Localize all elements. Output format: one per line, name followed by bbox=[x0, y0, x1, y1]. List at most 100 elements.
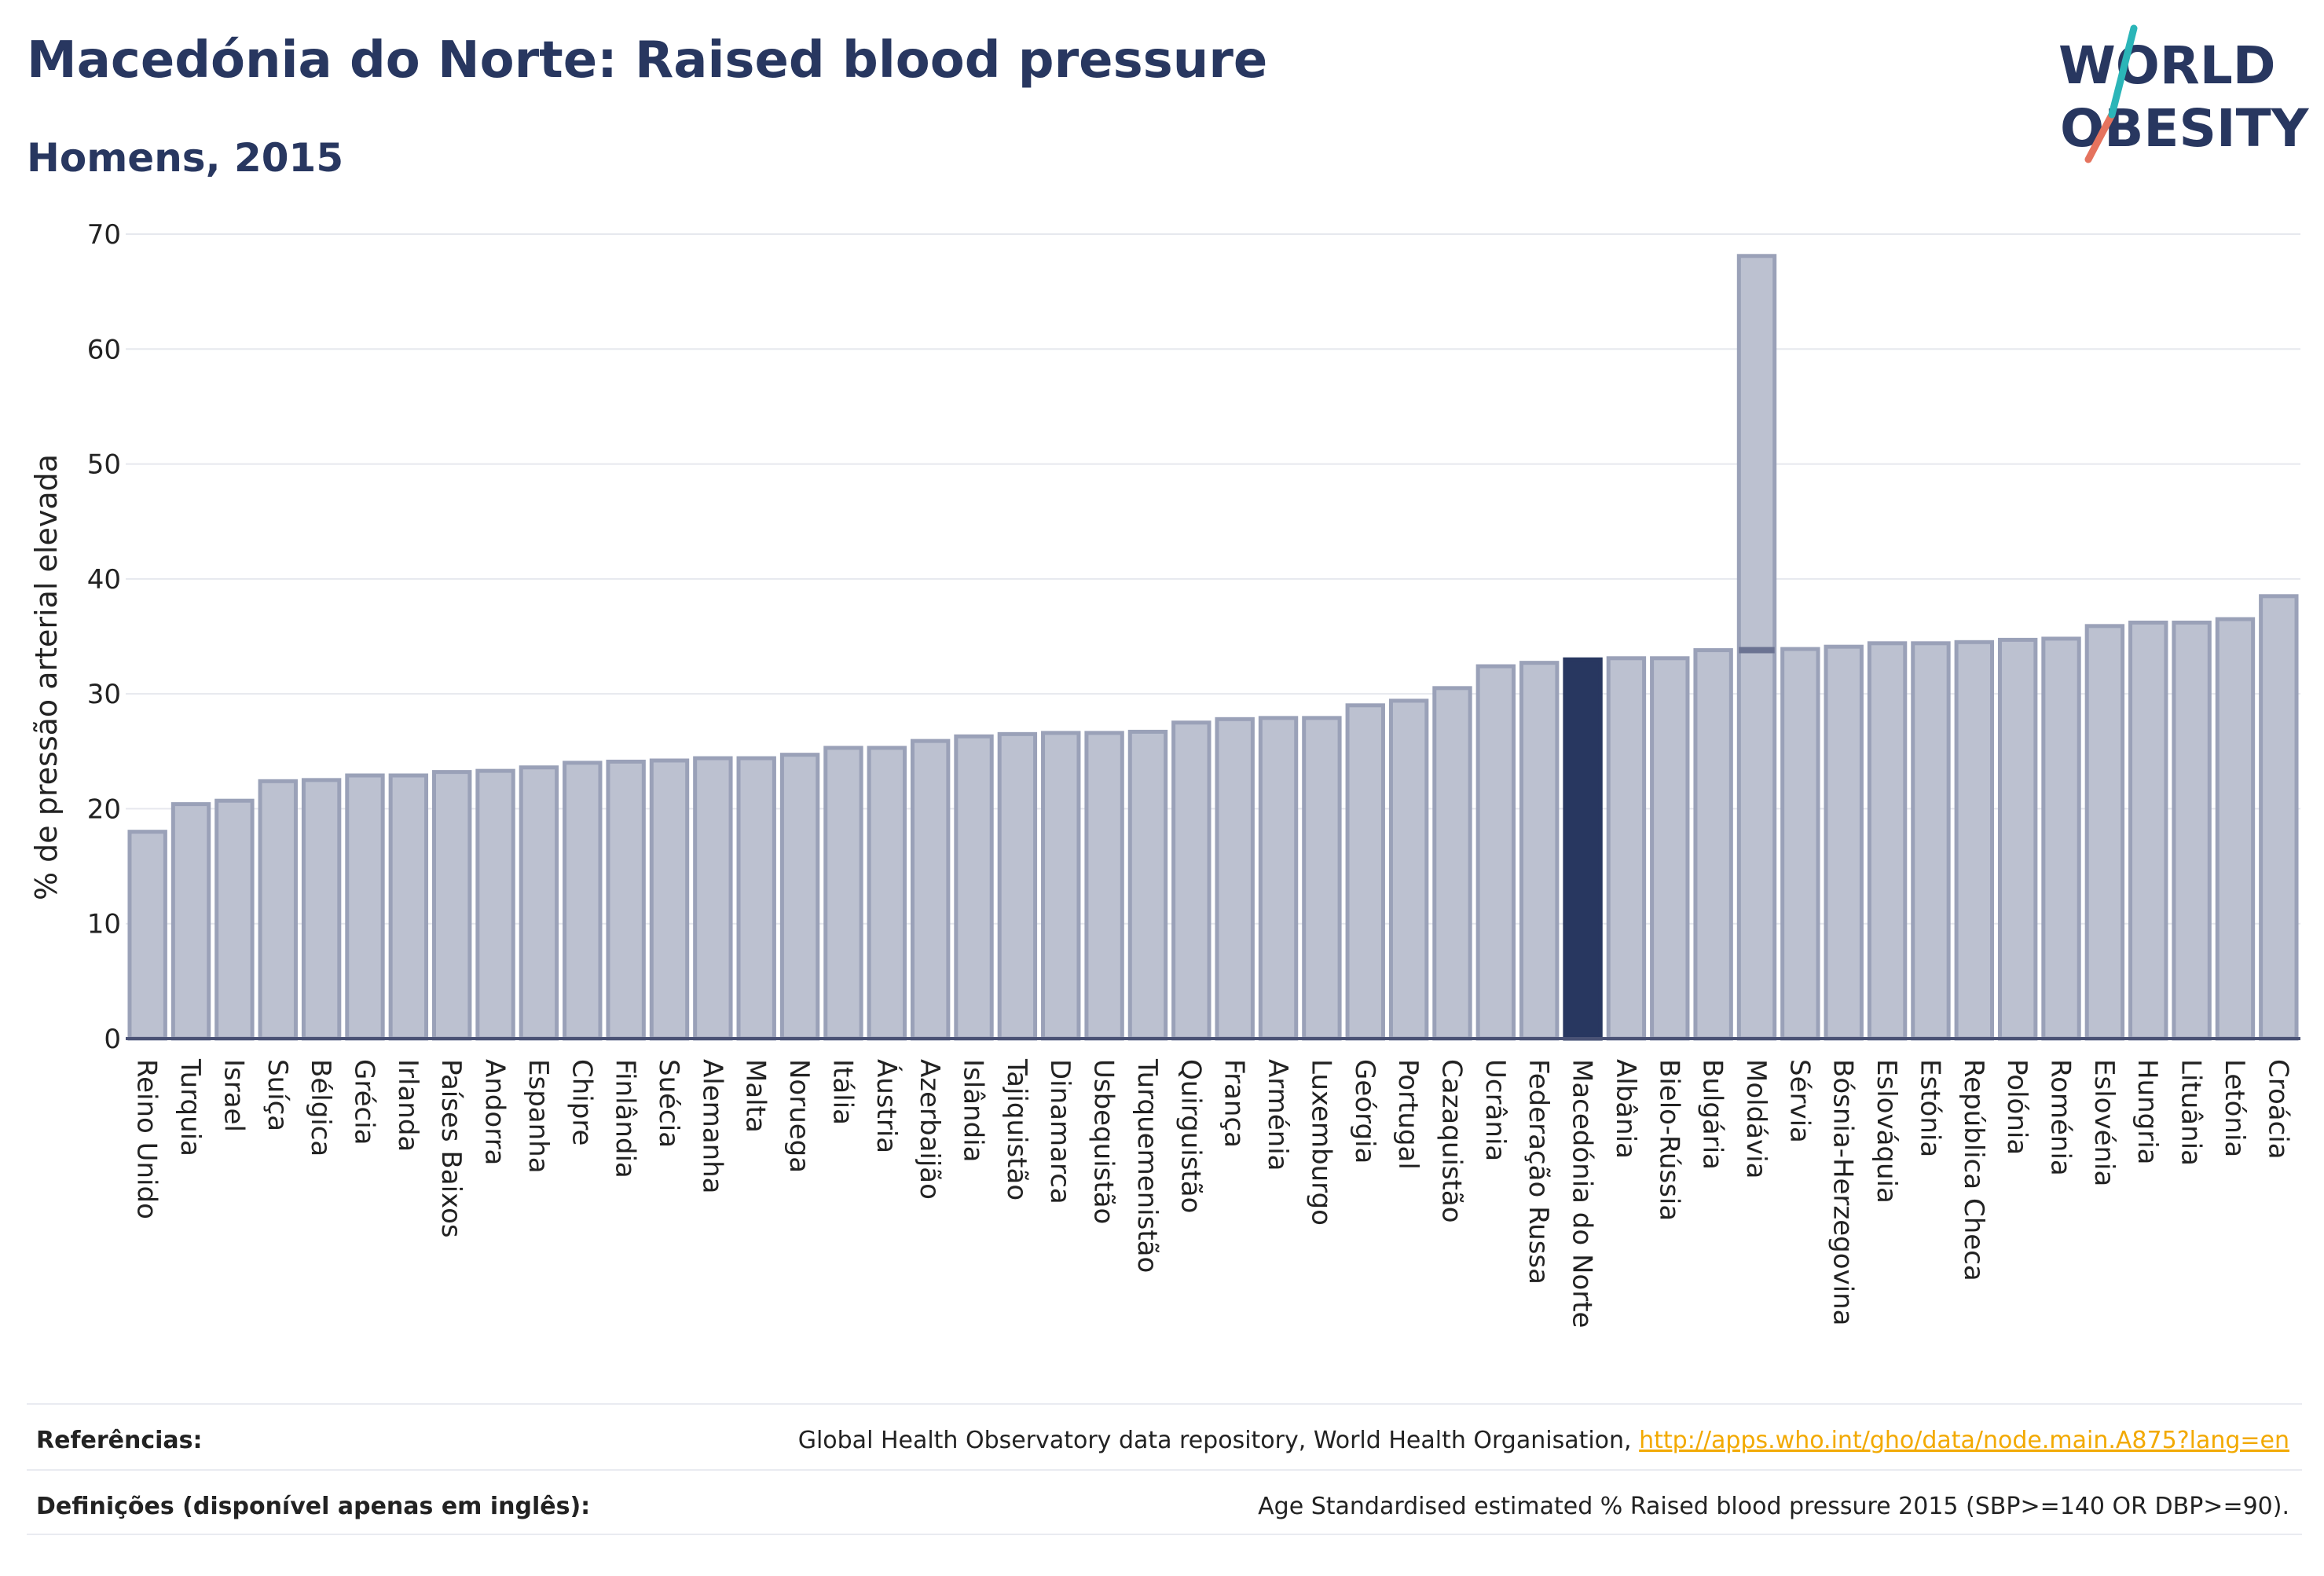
bar-croácia bbox=[2259, 594, 2299, 1041]
x-tick-label: Alemanha bbox=[696, 1059, 728, 1194]
bar-finlândia bbox=[606, 759, 646, 1041]
x-tick-label: Lituânia bbox=[2176, 1059, 2207, 1166]
bar-eslováquia bbox=[1867, 641, 1908, 1041]
y-axis-ticks: 0 10 20 30 40 50 60 70 bbox=[87, 219, 121, 1055]
bar-bélgica bbox=[301, 778, 342, 1041]
bar-roménia bbox=[2041, 636, 2081, 1041]
bar-letónia bbox=[2215, 617, 2256, 1041]
x-tick-label: Geórgia bbox=[1349, 1059, 1380, 1164]
bar-israel bbox=[214, 798, 255, 1041]
logo-slash-teal bbox=[2108, 24, 2138, 119]
x-tick-label: Turquia bbox=[174, 1058, 206, 1156]
footer-divider-top bbox=[27, 1403, 2302, 1405]
bar-turquemenistão bbox=[1127, 729, 1168, 1041]
x-tick-label: Tajiquistão bbox=[1001, 1058, 1032, 1200]
x-tick-label: Polónia bbox=[2001, 1059, 2033, 1155]
bar-andorra bbox=[475, 768, 515, 1041]
x-tick-label: Andorra bbox=[479, 1059, 511, 1165]
y-tick-label: 10 bbox=[87, 909, 121, 940]
x-tick-label: Itália bbox=[827, 1059, 858, 1125]
bar-ucrânia bbox=[1475, 664, 1516, 1041]
bar-itália bbox=[823, 746, 863, 1041]
bar-cazaquistão bbox=[1432, 686, 1472, 1041]
x-tick-label: Eslováquia bbox=[1871, 1059, 1902, 1204]
references-label: Referências: bbox=[36, 1427, 203, 1454]
bar-grécia bbox=[345, 773, 385, 1041]
bar-suécia bbox=[649, 758, 690, 1041]
x-tick-label: Usbequistão bbox=[1088, 1059, 1120, 1224]
world-obesity-logo: WORLD OBESITY bbox=[2058, 24, 2310, 163]
bar-bielo-rússia bbox=[1650, 656, 1690, 1041]
x-tick-label: Quirguistão bbox=[1175, 1059, 1206, 1213]
x-tick-label: Irlanda bbox=[392, 1059, 423, 1152]
x-tick-label: Reino Unido bbox=[131, 1059, 163, 1219]
x-tick-label: Eslovénia bbox=[2088, 1059, 2120, 1186]
x-tick-label: Roménia bbox=[2045, 1059, 2077, 1176]
bar-irlanda bbox=[388, 773, 429, 1041]
x-tick-label: Bélgica bbox=[305, 1059, 336, 1156]
bar-malta bbox=[736, 756, 776, 1041]
bar-hungria bbox=[2128, 620, 2168, 1041]
y-tick-label: 0 bbox=[104, 1024, 121, 1055]
y-tick-label: 20 bbox=[87, 793, 121, 825]
footer-divider-middle bbox=[27, 1469, 2302, 1471]
x-tick-label: Moldávia bbox=[1740, 1059, 1772, 1178]
footer-divider-bottom bbox=[27, 1534, 2302, 1535]
y-tick-label: 30 bbox=[87, 679, 121, 710]
bar-frança bbox=[1215, 717, 1255, 1041]
x-tick-label: Arménia bbox=[1262, 1059, 1293, 1171]
y-axis-label: % de pressão arterial elevada bbox=[29, 454, 64, 900]
x-tick-label: Grécia bbox=[348, 1059, 379, 1145]
bar-islândia bbox=[954, 734, 994, 1041]
references-value: Global Health Observatory data repositor… bbox=[798, 1427, 2289, 1454]
bar-quirguistão bbox=[1171, 720, 1211, 1041]
bar-estónia bbox=[1911, 641, 1951, 1041]
bar-república-checa bbox=[1954, 640, 1994, 1041]
x-tick-label: Letónia bbox=[2219, 1059, 2250, 1157]
bar-países-baixos bbox=[432, 770, 472, 1041]
x-tick-label: Islândia bbox=[958, 1059, 989, 1162]
bar-federação-russa bbox=[1519, 661, 1560, 1041]
bar-chipre bbox=[563, 761, 603, 1041]
logo-slash-coral bbox=[2084, 111, 2116, 163]
bar-bulgária bbox=[1693, 648, 1733, 1041]
x-tick-label: França bbox=[1219, 1059, 1250, 1148]
definitions-label: Definições (disponível apenas em inglês)… bbox=[36, 1493, 591, 1520]
x-tick-label: Suíça bbox=[262, 1059, 293, 1131]
x-axis-labels: Reino Unido Turquia Israel Suíça Bélgica Gréc… bbox=[131, 1058, 2294, 1328]
bar-azerbaijão bbox=[910, 739, 951, 1041]
x-tick-label: Azerbaijão bbox=[914, 1059, 945, 1200]
x-tick-label: Bulgária bbox=[1697, 1059, 1728, 1170]
bar-espanha bbox=[519, 765, 559, 1041]
x-tick-label: Finlândia bbox=[610, 1059, 641, 1178]
x-tick-label: Estónia bbox=[1914, 1059, 1945, 1157]
x-tick-label: Noruega bbox=[783, 1059, 815, 1173]
x-tick-label: Bielo-Rússia bbox=[1653, 1059, 1684, 1221]
x-tick-label: Sérvia bbox=[1783, 1059, 1815, 1143]
x-tick-label: Ucrânia bbox=[1479, 1059, 1511, 1161]
bar-áustria bbox=[867, 746, 907, 1041]
bar-dinamarca bbox=[1041, 731, 1081, 1041]
bar-reino-unido bbox=[127, 830, 167, 1041]
x-tick-label: Turquemenistão bbox=[1131, 1058, 1163, 1273]
bar-sérvia bbox=[1780, 647, 1820, 1041]
bar-noruega bbox=[779, 753, 820, 1041]
definitions-text: Age Standardised estimated % Raised bloo… bbox=[1258, 1493, 2289, 1520]
chart-subtitle: Homens, 2015 bbox=[27, 135, 344, 181]
bar-alemanha bbox=[693, 756, 733, 1041]
x-tick-label: Luxemburgo bbox=[1305, 1059, 1336, 1226]
y-tick-label: 60 bbox=[87, 334, 121, 365]
x-tick-label: Cazaquistão bbox=[1435, 1059, 1467, 1223]
y-tick-label: 70 bbox=[87, 219, 121, 251]
x-tick-label: Bósnia-Herzegovina bbox=[1827, 1059, 1859, 1326]
references-text: Global Health Observatory data repositor… bbox=[797, 1427, 1632, 1454]
x-tick-label: Macedónia do Norte bbox=[1567, 1059, 1598, 1328]
x-tick-label: Espanha bbox=[522, 1059, 554, 1174]
bar-portugal bbox=[1388, 698, 1429, 1041]
x-tick-label: Dinamarca bbox=[1044, 1059, 1076, 1204]
references-link[interactable]: http://apps.who.int/gho/data/node.main.A… bbox=[1639, 1427, 2289, 1454]
x-tick-label: Áustria bbox=[871, 1059, 903, 1153]
bar-luxemburgo bbox=[1302, 716, 1342, 1041]
bars bbox=[126, 254, 2300, 1041]
x-tick-label: Países Baixos bbox=[435, 1059, 467, 1238]
